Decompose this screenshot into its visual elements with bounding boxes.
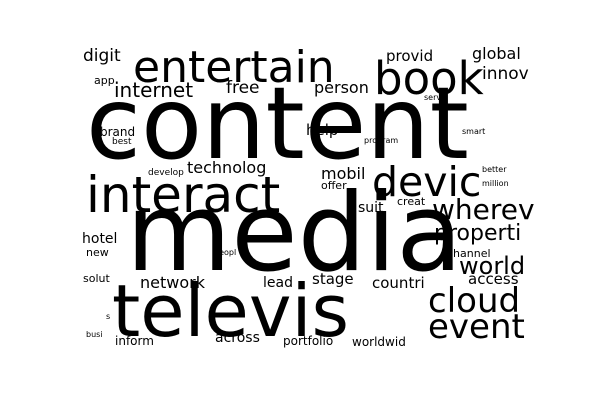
word-busi: busi [86,330,103,339]
word-technolog: technolog [187,158,267,177]
word-global: global [472,44,521,63]
word-entertain: entertain [133,42,335,93]
word-peopl: peopl [214,248,237,257]
word-mobil: mobil [321,164,366,183]
word-cloud: cloud [428,281,521,321]
word-devic: devic [372,158,482,206]
word-channel: channel [447,247,491,260]
word-content: content [86,65,469,182]
word-portfolio: portfolio [283,334,334,348]
word-book: book [374,52,484,105]
word-creat: creat [397,195,426,208]
word-stage: stage [312,270,354,288]
word-free: free [226,78,260,98]
word-network: network [140,273,205,292]
word-better: better [482,165,507,174]
word-media: media [126,171,463,296]
word-new: new [86,246,109,259]
word-event: event [428,307,525,347]
word-interact: interact [86,166,281,224]
word-internet: internet [114,78,194,102]
word-properti: properti [434,221,522,246]
word-wherev: wherev [432,193,535,226]
word-digit: digit [83,46,121,66]
word-app: app [94,74,115,87]
word-servic: servic [424,93,448,102]
word-inform: inform [115,334,154,348]
word-access: access [468,270,519,288]
word-offer: offer [321,179,347,192]
word-s: s [106,312,111,321]
word-develop: develop [148,168,184,178]
word-brand: brand [100,125,136,139]
word-hotel: hotel [82,231,118,247]
word-innov: innov [482,64,529,84]
word-person: person [314,78,369,97]
word-world: world [459,252,526,280]
word-provid: provid [386,47,434,65]
word-solut: solut [83,272,110,285]
word-televis: televis [112,269,349,353]
word-program: program [364,136,399,145]
word-worldwid: worldwid [352,335,406,349]
word-million: million [482,179,509,188]
word-lead: lead [263,275,293,291]
word-suit: suit [358,200,384,216]
word-smart: smart [462,127,486,136]
word-best: best [112,137,132,147]
word-across: across [215,330,260,346]
word-countri: countri [372,274,425,292]
word-help: help [306,121,339,139]
